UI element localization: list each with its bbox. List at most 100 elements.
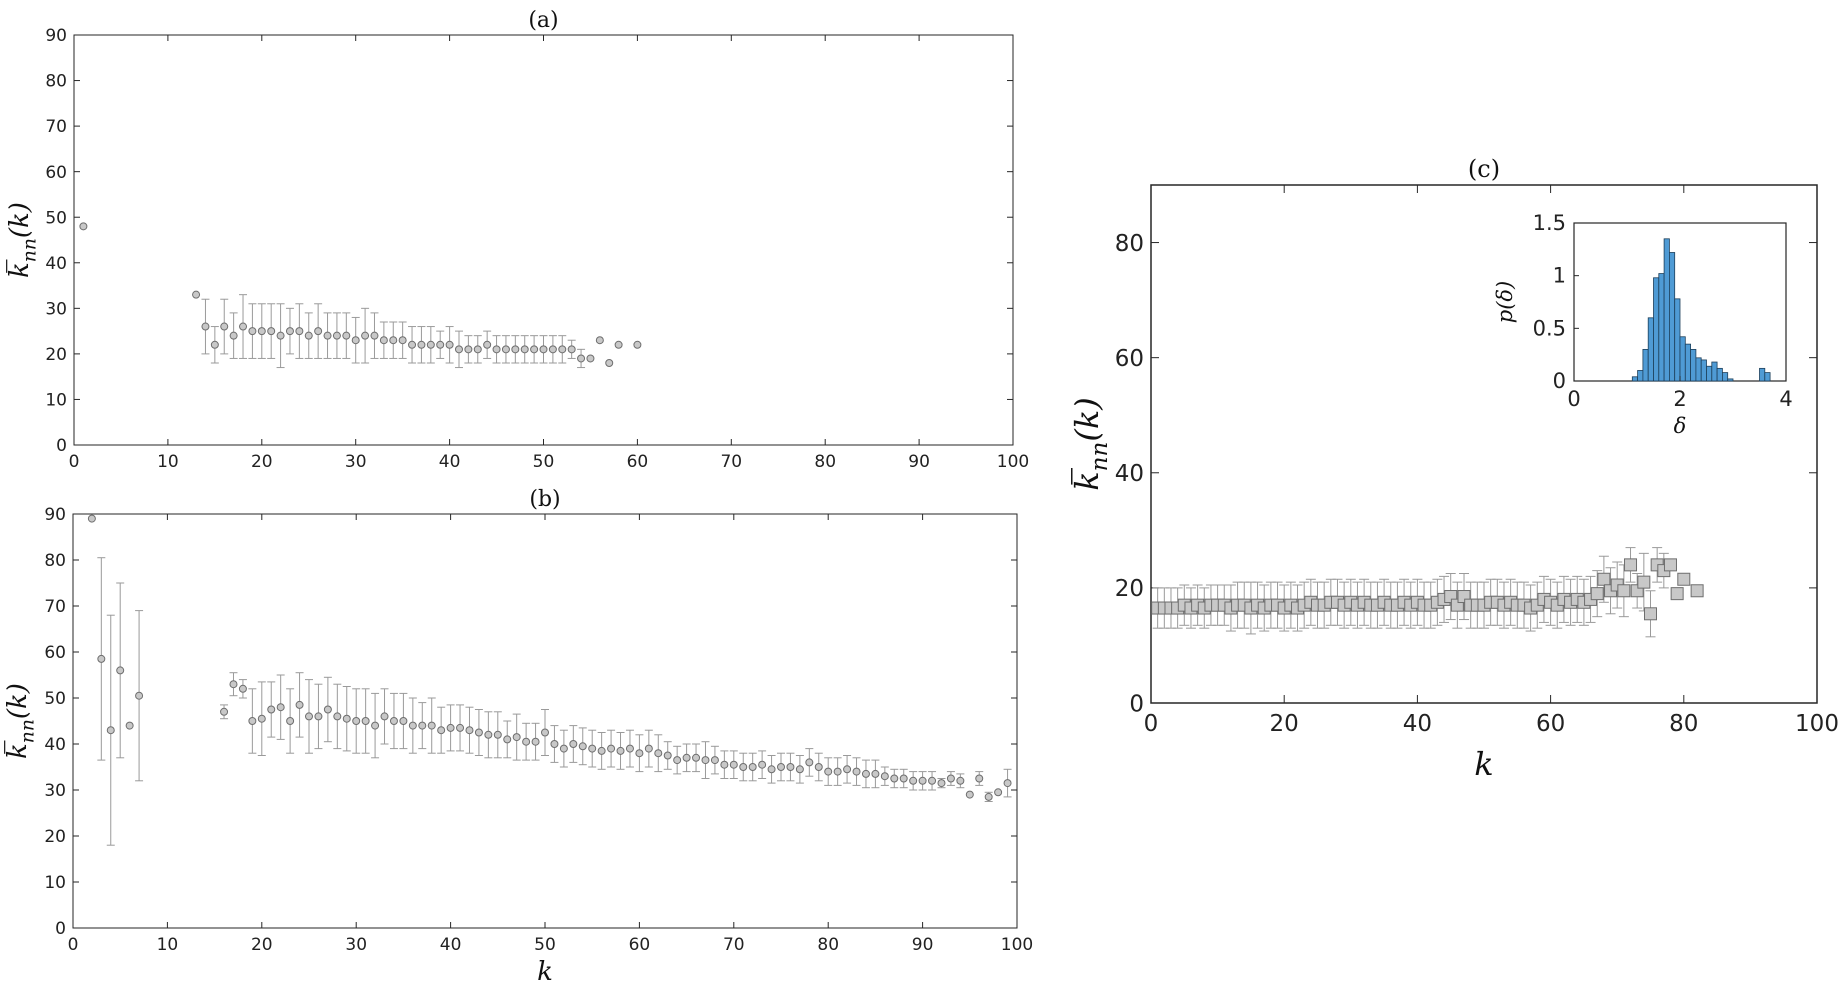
data-point [918, 776, 927, 785]
data-point [97, 654, 106, 663]
data-point [541, 728, 549, 737]
data-point [595, 336, 604, 345]
panel-a-title: (a) [528, 8, 558, 33]
y-tick-label: 30 [45, 299, 67, 319]
x-tick-label: 50 [534, 935, 556, 955]
data-point [1670, 587, 1684, 601]
y-tick-label: 90 [45, 26, 67, 46]
data-point [267, 705, 276, 714]
data-point [445, 340, 454, 349]
data-point [890, 774, 899, 783]
data-point [427, 721, 436, 730]
panel-c-title: (c) [1468, 155, 1500, 183]
histogram-bar [1690, 348, 1697, 382]
data-point [965, 790, 974, 799]
data-point [729, 760, 738, 769]
data-point [276, 331, 285, 340]
data-point [361, 717, 370, 725]
data-point [605, 359, 614, 367]
data-point [229, 331, 238, 340]
panel-a-ylabel: knn(k) [5, 202, 40, 278]
data-point [456, 723, 465, 732]
data-point [257, 327, 266, 336]
data-point [692, 753, 701, 762]
data-point [248, 717, 257, 725]
data-point [805, 758, 814, 767]
y-tick-label: 10 [44, 873, 66, 893]
y-tick-label: 10 [45, 391, 67, 411]
histogram-bar [1631, 376, 1639, 382]
data-point [352, 717, 361, 725]
data-point [436, 340, 445, 349]
data-point [786, 763, 795, 771]
inset-ylabel: p(δ) [1493, 281, 1517, 323]
data-point [833, 767, 842, 776]
data-point [928, 776, 937, 785]
data-point [210, 340, 219, 349]
data-point [351, 336, 360, 345]
data-point [814, 763, 823, 771]
data-point [473, 345, 482, 354]
y-tick-label: 80 [1115, 231, 1144, 257]
data-point [614, 340, 623, 349]
data-point [597, 746, 606, 755]
inset-x-tick-label: 2 [1673, 387, 1686, 411]
data-point [633, 340, 642, 349]
y-tick-label: 20 [44, 827, 66, 847]
x-tick-label: 100 [997, 452, 1029, 472]
x-tick-label: 100 [1001, 935, 1033, 955]
data-point [285, 327, 294, 336]
data-point [426, 340, 435, 349]
data-point [531, 737, 540, 746]
data-point [474, 728, 483, 737]
data-point [1644, 607, 1657, 621]
x-tick-label: 60 [629, 935, 651, 955]
data-point [295, 700, 304, 709]
data-point [501, 345, 510, 354]
data-point [739, 763, 748, 771]
y-tick-label: 90 [44, 505, 66, 525]
panel-a-ylabel-text: knn(k) [5, 202, 40, 278]
x-tick-label: 100 [1795, 711, 1839, 737]
histogram-bar [1711, 361, 1718, 382]
panel-a-plot-frame [73, 34, 1014, 446]
data-point [682, 753, 691, 762]
data-point [437, 726, 446, 735]
data-point [701, 756, 710, 765]
histogram-bar [1727, 378, 1734, 382]
data-point [748, 763, 757, 771]
data-point [248, 327, 257, 336]
data-point [588, 744, 597, 753]
data-point [503, 735, 512, 744]
data-point [824, 767, 833, 776]
data-point [710, 756, 719, 765]
data-point [663, 751, 672, 760]
data-point [332, 331, 341, 340]
data-point [1003, 779, 1012, 788]
data-point [464, 345, 473, 354]
data-point [342, 714, 351, 723]
data-point [559, 744, 568, 753]
data-point [767, 765, 776, 774]
y-tick-label: 80 [44, 551, 66, 571]
inset-xlabel: δ [1674, 414, 1687, 438]
x-tick-label: 60 [627, 452, 649, 472]
x-tick-label: 30 [345, 452, 367, 472]
data-point [257, 714, 266, 723]
inset-x-tick-label: 0 [1567, 387, 1580, 411]
histogram-bar [1647, 317, 1654, 382]
x-tick-label: 70 [723, 935, 745, 955]
x-tick-label: 0 [1144, 711, 1159, 737]
data-point [295, 327, 304, 336]
histogram-bar [1642, 348, 1649, 382]
y-tick-label: 70 [45, 117, 67, 137]
x-tick-label: 80 [814, 452, 836, 472]
data-point [408, 340, 417, 349]
y-tick-label: 0 [56, 436, 67, 456]
data-point [342, 331, 351, 340]
data-point [116, 666, 125, 675]
data-point [220, 322, 229, 331]
x-tick-label: 20 [251, 452, 273, 472]
x-tick-label: 0 [68, 935, 79, 955]
data-point [135, 691, 144, 700]
